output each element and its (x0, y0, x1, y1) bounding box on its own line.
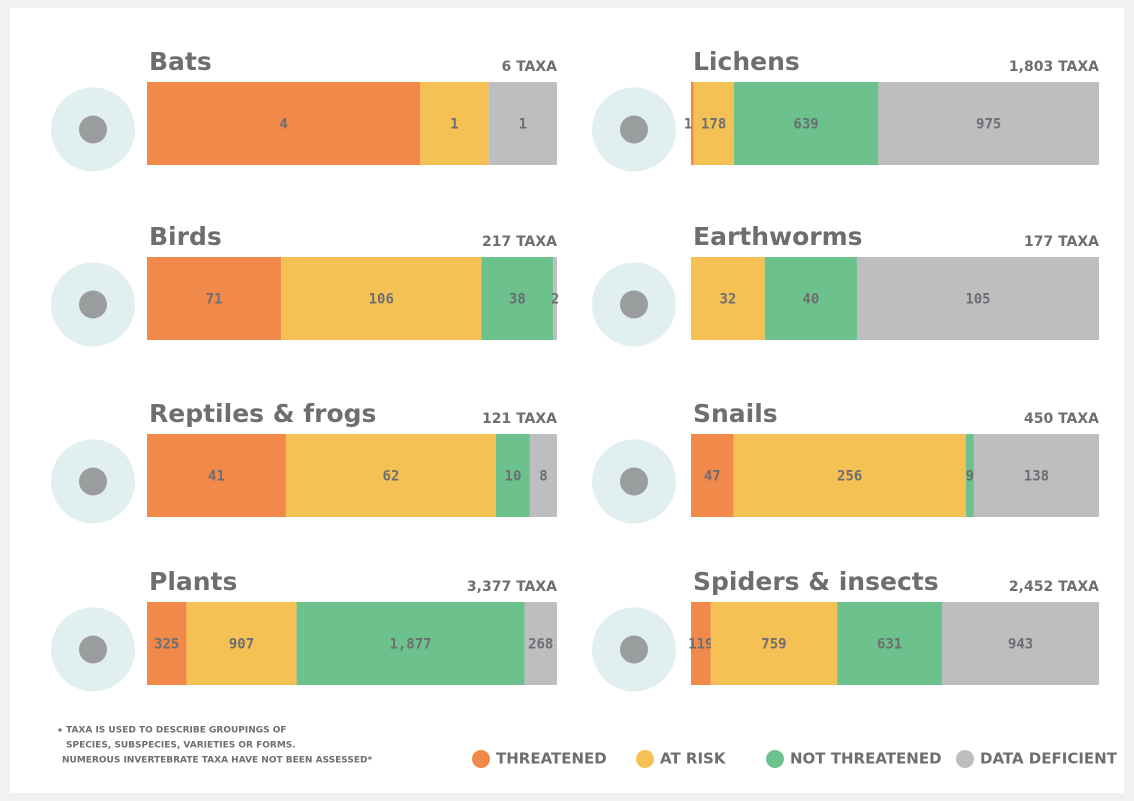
icon (79, 636, 107, 664)
value-label: 41 (208, 469, 225, 485)
value-label: 975 (976, 117, 1001, 133)
value-label: 105 (965, 292, 990, 308)
value-label: 639 (793, 117, 818, 133)
total-label: 217 TAXA (482, 234, 557, 250)
category-title: Reptiles & frogs (149, 399, 376, 428)
total-label: 2,452 TAXA (1009, 579, 1099, 595)
category-title: Earthworms (693, 222, 863, 251)
category-title: Plants (149, 567, 237, 596)
value-label: 1 (450, 117, 458, 133)
footnote: NUMEROUS INVERTEBRATE TAXA HAVE NOT BEEN… (62, 756, 372, 766)
value-label: 268 (528, 637, 553, 653)
category-title: Spiders & insects (693, 567, 939, 596)
value-label: 8 (539, 469, 547, 485)
footnote: SPECIES, SUBSPECIES, VARIETIES OR FORMS. (66, 741, 296, 751)
value-label: 943 (1008, 637, 1033, 653)
total-label: 6 TAXA (501, 59, 557, 75)
value-label: 256 (837, 469, 862, 485)
value-label: 631 (877, 637, 902, 653)
value-label: 178 (701, 117, 726, 133)
value-label: 47 (704, 469, 721, 485)
value-label: 1 (519, 117, 527, 133)
value-label: 325 (154, 637, 179, 653)
icon (620, 636, 648, 664)
category-title: Birds (149, 222, 222, 251)
legend-swatch (766, 750, 784, 768)
legend-swatch (636, 750, 654, 768)
bullet (58, 728, 61, 731)
value-label: 138 (1024, 469, 1049, 485)
total-label: 450 TAXA (1024, 411, 1099, 427)
value-label: 119 (688, 637, 713, 653)
total-label: 121 TAXA (482, 411, 557, 427)
legend-label: AT RISK (660, 750, 727, 768)
value-label: 10 (505, 469, 522, 485)
legend-swatch (472, 750, 490, 768)
value-label: 1,877 (389, 637, 431, 653)
total-label: 177 TAXA (1024, 234, 1099, 250)
value-label: 759 (761, 637, 786, 653)
icon (79, 468, 107, 496)
category-title: Bats (149, 47, 212, 76)
icon (620, 468, 648, 496)
legend-label: NOT THREATENED (790, 750, 942, 768)
icon (620, 291, 648, 319)
legend-swatch (956, 750, 974, 768)
value-label: 62 (383, 469, 400, 485)
value-label: 38 (509, 292, 526, 308)
value-label: 106 (369, 292, 394, 308)
icon (79, 291, 107, 319)
value-label: 32 (719, 292, 736, 308)
category-title: Snails (693, 399, 778, 428)
icon (79, 116, 107, 144)
legend-label: THREATENED (496, 750, 607, 768)
icon (620, 116, 648, 144)
value-label: 4 (279, 117, 287, 133)
infographic: Bats6 TAXA411Birds217 TAXA71106382Reptil… (0, 0, 1134, 801)
value-label: 71 (206, 292, 223, 308)
total-label: 1,803 TAXA (1009, 59, 1099, 75)
legend-label: DATA DEFICIENT (980, 750, 1118, 768)
value-label: 2 (551, 292, 559, 308)
value-label: 40 (802, 292, 819, 308)
footnote: TAXA IS USED TO DESCRIBE GROUPINGS OF (66, 726, 287, 736)
total-label: 3,377 TAXA (467, 579, 557, 595)
category-title: Lichens (693, 47, 800, 76)
value-label: 907 (229, 637, 254, 653)
value-label: 9 (966, 469, 974, 485)
